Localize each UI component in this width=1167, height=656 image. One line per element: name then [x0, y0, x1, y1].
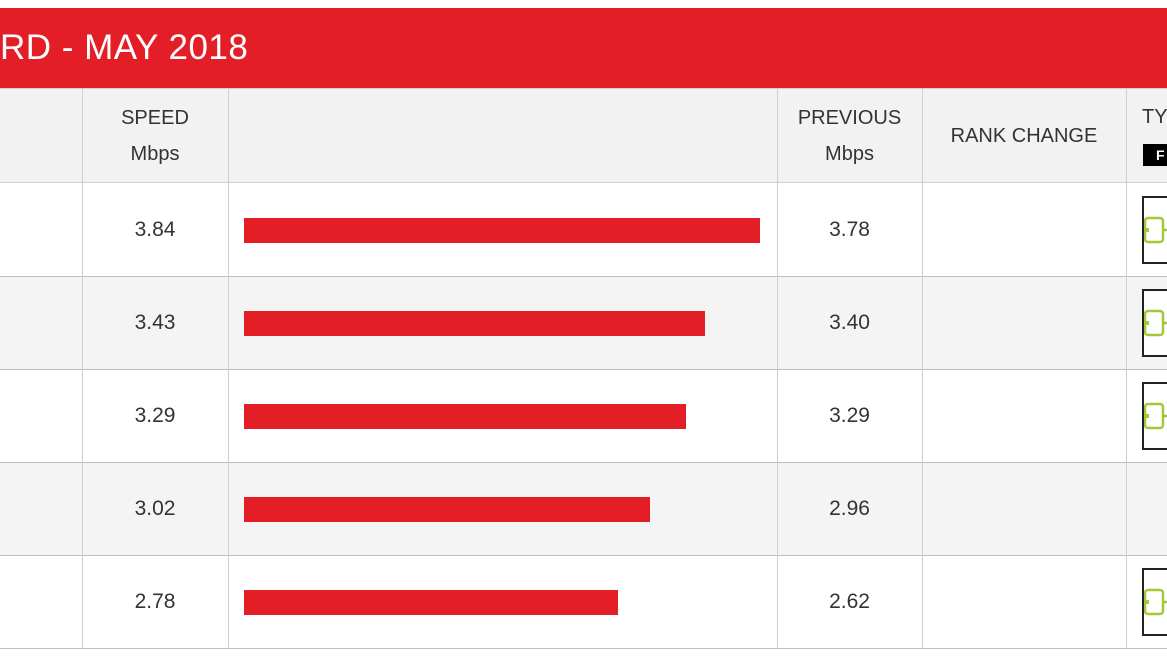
header-type-label: TY — [1142, 106, 1167, 128]
speed-value: 2.78 — [134, 590, 176, 613]
speed-value: 3.29 — [134, 404, 176, 427]
table-header: SPEED Mbps PREVIOUS Mbps RANK CHANGE TY — [0, 88, 1167, 183]
divider — [82, 88, 83, 648]
header-rank-change-label: RANK CHANGE — [950, 124, 1098, 147]
divider — [777, 88, 778, 648]
rank-change-value — [922, 184, 1126, 276]
divider — [228, 88, 229, 648]
header-previous-label: PREVIOUS — [797, 106, 902, 129]
plug-icon — [1142, 382, 1167, 450]
table-row: 3.84 3.78 — [0, 184, 1167, 277]
speed-bar — [244, 404, 686, 429]
header-speed-label: SPEED — [121, 106, 189, 129]
header-previous-unit: Mbps — [825, 142, 874, 165]
previous-value: 2.96 — [829, 497, 870, 520]
divider — [922, 88, 923, 648]
header-speed: SPEED Mbps — [82, 89, 228, 182]
speed-value: 3.84 — [134, 218, 176, 241]
plug-icon — [1142, 568, 1167, 636]
speed-bar — [244, 497, 650, 522]
type-badge: F — [1143, 144, 1167, 166]
header-previous: PREVIOUS Mbps — [777, 89, 922, 182]
rank-change-value — [922, 370, 1126, 462]
header-rank-change: RANK CHANGE — [922, 89, 1126, 182]
speed-value: 3.02 — [134, 497, 176, 520]
table-row: 2.78 2.62 — [0, 556, 1167, 649]
header-type: TY — [1126, 89, 1167, 182]
previous-value: 3.40 — [829, 311, 870, 334]
rank-change-value — [922, 463, 1126, 555]
table-row: 3.29 3.29 — [0, 370, 1167, 463]
divider — [1126, 88, 1127, 648]
previous-value: 3.78 — [829, 218, 870, 241]
table-row: 3.02 2.96 — [0, 463, 1167, 556]
rank-change-value — [922, 556, 1126, 648]
plug-icon — [1142, 196, 1167, 264]
speed-bar — [244, 590, 618, 615]
title-banner: RD - MAY 2018 — [0, 8, 1167, 88]
speed-bar — [244, 311, 705, 336]
speed-bar — [244, 218, 760, 243]
page-title: RD - MAY 2018 — [0, 28, 249, 67]
rank-change-value — [922, 277, 1126, 369]
previous-value: 3.29 — [829, 404, 870, 427]
previous-value: 2.62 — [829, 590, 870, 613]
speed-value: 3.43 — [134, 311, 176, 334]
plug-icon — [1142, 289, 1167, 357]
header-speed-unit: Mbps — [130, 142, 180, 165]
table-row: 3.43 3.40 — [0, 277, 1167, 370]
